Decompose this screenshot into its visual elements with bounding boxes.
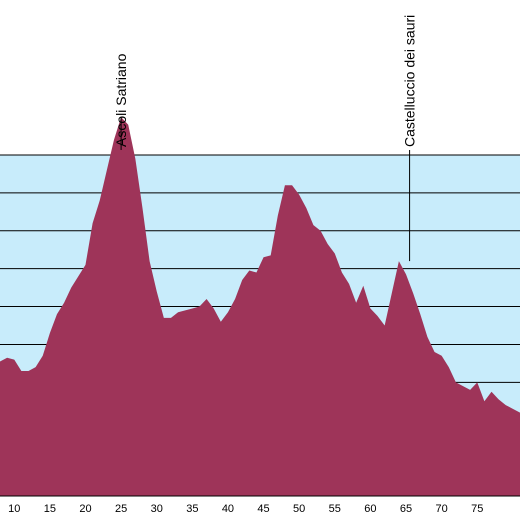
annotation-label: Ascoli Satriano	[113, 53, 129, 147]
x-tick-label: 60	[364, 503, 376, 515]
x-tick-labels: 10 15 20 25 30 35 40 45 50 55 60 65 70 75	[8, 503, 483, 515]
x-tick-label: 40	[222, 503, 234, 515]
x-tick-label: 30	[151, 503, 163, 515]
x-tick-label: 15	[44, 503, 56, 515]
x-tick-label: 50	[293, 503, 305, 515]
annotations: Ascoli Satriano Castelluccio dei sauri	[113, 15, 418, 262]
x-tick-label: 10	[8, 503, 20, 515]
x-tick-label: 25	[115, 503, 127, 515]
x-tick-label: 20	[79, 503, 91, 515]
x-tick-label: 70	[436, 503, 448, 515]
x-tick-label: 75	[471, 503, 483, 515]
elevation-area	[0, 117, 520, 497]
x-tick-label: 35	[186, 503, 198, 515]
x-tick-label: 45	[257, 503, 269, 515]
x-tick-label: 65	[400, 503, 412, 515]
annotation-label: Castelluccio dei sauri	[402, 15, 418, 147]
x-tick-label: 55	[329, 503, 341, 515]
